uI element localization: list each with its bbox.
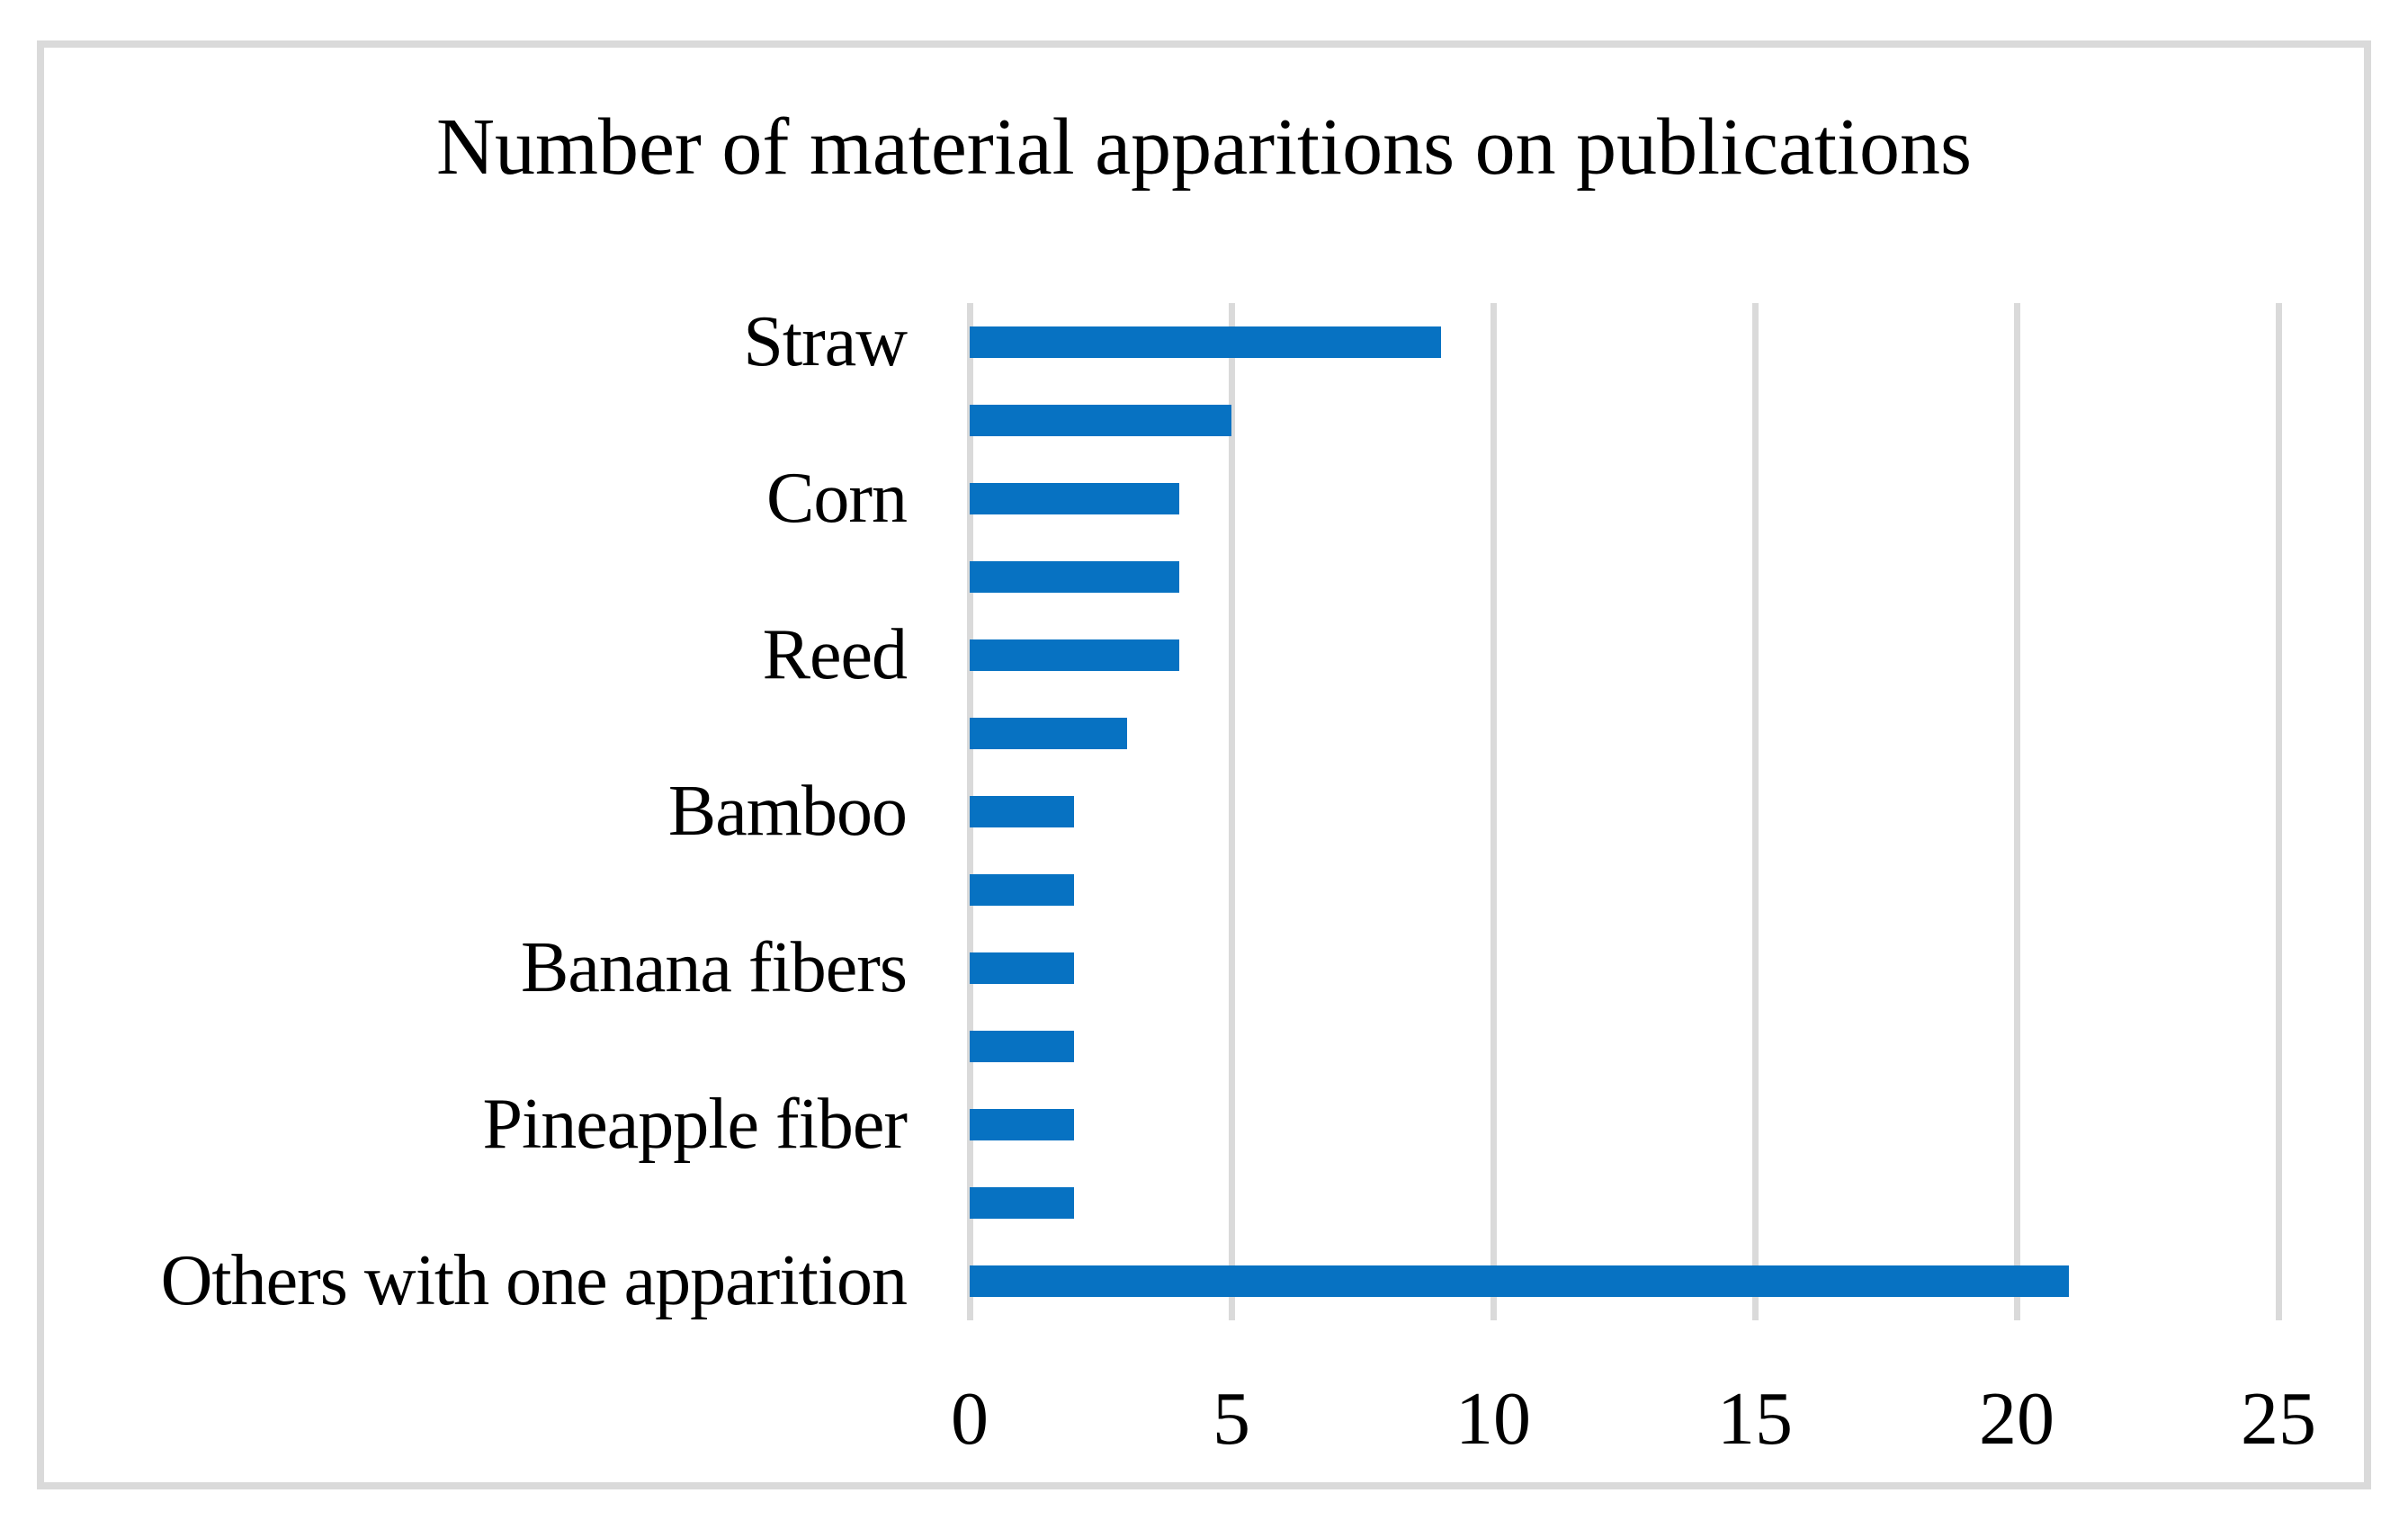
chart-title: Number of material apparitions on public… bbox=[435, 103, 1973, 192]
x-tick-label: 20 bbox=[1979, 1377, 2054, 1461]
category-label: Straw bbox=[743, 302, 908, 381]
bar bbox=[970, 405, 1231, 436]
category-label: Others with one apparition bbox=[160, 1241, 908, 1320]
gridline bbox=[2276, 303, 2282, 1320]
x-tick-label: 15 bbox=[1717, 1377, 1793, 1461]
bar bbox=[970, 1265, 2070, 1297]
category-label: Reed bbox=[762, 615, 908, 694]
category-label: Pineapple fiber bbox=[482, 1085, 908, 1164]
x-tick-label: 25 bbox=[2241, 1377, 2316, 1461]
bar bbox=[970, 483, 1179, 514]
bar bbox=[970, 796, 1075, 827]
bar bbox=[970, 561, 1179, 593]
bar bbox=[970, 718, 1127, 749]
bar bbox=[970, 1187, 1075, 1219]
category-label: Bamboo bbox=[667, 772, 908, 851]
x-tick-label: 10 bbox=[1455, 1377, 1531, 1461]
chart-frame bbox=[37, 40, 2371, 1489]
x-tick-label: 5 bbox=[1213, 1377, 1250, 1461]
plot-area bbox=[967, 303, 2282, 1320]
bar bbox=[970, 1109, 1075, 1140]
x-tick-label: 0 bbox=[951, 1377, 989, 1461]
gridline bbox=[2014, 303, 2020, 1320]
gridline bbox=[1229, 303, 1235, 1320]
gridline bbox=[1752, 303, 1759, 1320]
bar bbox=[970, 1031, 1075, 1062]
bar bbox=[970, 874, 1075, 906]
category-label: Banana fibers bbox=[520, 928, 908, 1007]
category-label: Corn bbox=[766, 459, 908, 538]
bar bbox=[970, 639, 1179, 671]
bar bbox=[970, 952, 1075, 984]
bar bbox=[970, 326, 1441, 358]
gridline bbox=[1490, 303, 1497, 1320]
